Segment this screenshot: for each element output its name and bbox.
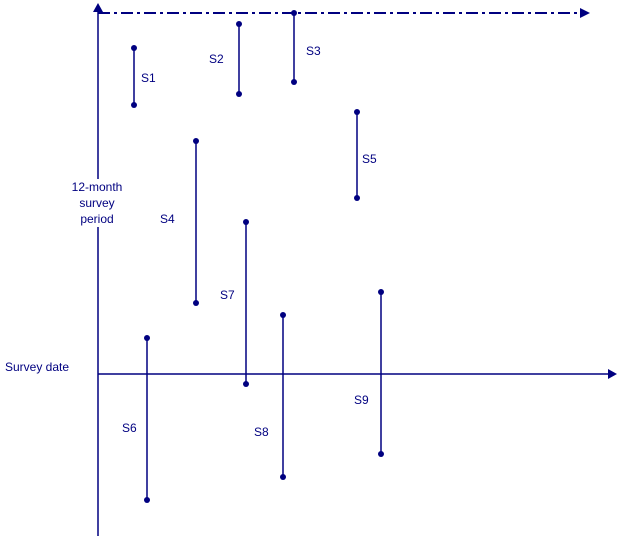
survey-label: S6 <box>122 421 137 435</box>
y-label-line: survey <box>79 196 115 210</box>
segment-start-point <box>280 312 286 318</box>
segment-end-point <box>193 300 199 306</box>
segment-start-point <box>291 10 297 16</box>
segment-start-point <box>243 219 249 225</box>
segment-end-point <box>354 195 360 201</box>
segment-end-point <box>378 451 384 457</box>
survey-label: S9 <box>354 393 369 407</box>
survey-label: S7 <box>220 288 235 302</box>
y-axis-label: 12-month survey period <box>54 179 140 227</box>
survey-label: S5 <box>362 152 377 166</box>
period-end-arrow <box>580 8 590 18</box>
survey-label: S1 <box>141 71 156 85</box>
x-axis-arrow <box>608 369 617 379</box>
y-label-line: 12-month <box>71 180 123 194</box>
segment-end-point <box>280 474 286 480</box>
y-label-line: period <box>80 212 114 226</box>
x-axis-label: Survey date <box>5 360 70 374</box>
y-axis-arrow <box>93 3 103 12</box>
survey-label: S3 <box>306 44 321 58</box>
survey-label: S8 <box>254 425 269 439</box>
segment-start-point <box>354 109 360 115</box>
segment-end-point <box>291 79 297 85</box>
segment-start-point <box>131 45 137 51</box>
survey-label: S2 <box>209 52 224 66</box>
segment-end-point <box>131 102 137 108</box>
survey-label: S4 <box>160 212 175 226</box>
segment-start-point <box>193 138 199 144</box>
segment-start-point <box>236 21 242 27</box>
segment-start-point <box>144 335 150 341</box>
segment-end-point <box>243 381 249 387</box>
segment-start-point <box>378 289 384 295</box>
segment-end-point <box>144 497 150 503</box>
segment-end-point <box>236 91 242 97</box>
